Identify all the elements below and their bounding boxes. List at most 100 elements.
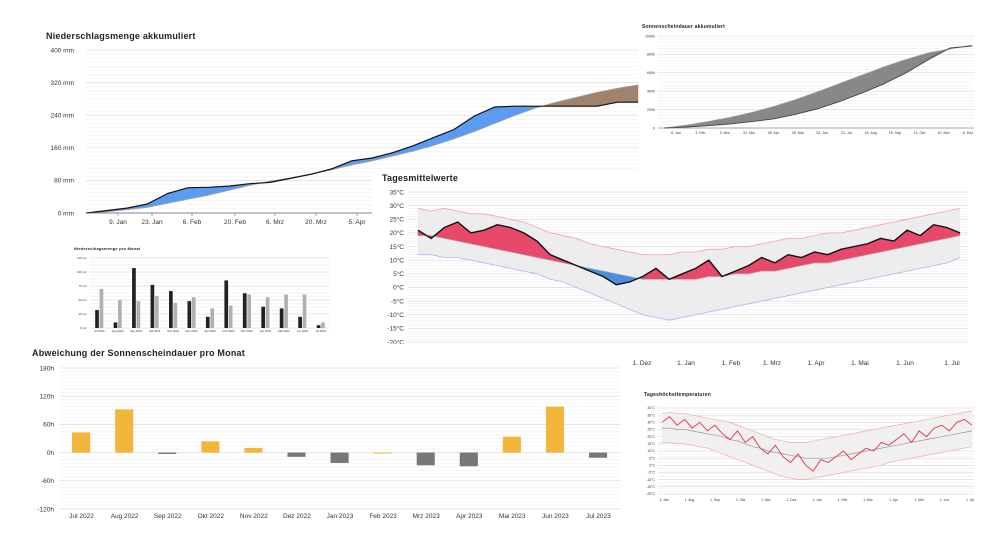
x-tick-label: 31. Mrz	[743, 131, 755, 135]
y-tick-label: -20°C	[646, 492, 655, 496]
x-tick-label: 1. Aug	[685, 498, 695, 502]
bar	[502, 436, 521, 453]
bar	[115, 409, 134, 453]
bar	[330, 452, 349, 463]
chart-title: Tagesmittelwerte	[382, 173, 459, 183]
y-tick-label: 10°C	[389, 256, 404, 264]
y-tick-label: -15°C	[387, 325, 404, 333]
series-line	[85, 101, 638, 214]
y-tick-label: 40°C	[647, 406, 655, 410]
x-tick-label: 1. Jun	[896, 360, 914, 367]
bar	[321, 322, 325, 328]
y-tick-label: 15°C	[389, 243, 404, 251]
sun-acc-chart: 0 200h 400h 600h 800h 1000h 6. Jan 3. Feb 3. Mrz…	[645, 34, 974, 135]
y-tick-label: -120h	[37, 506, 54, 513]
x-tick-label: Apr 2023	[456, 513, 483, 520]
y-tick-label: 0 mm	[80, 326, 88, 330]
x-tick-label: 28. Apr	[768, 131, 780, 135]
y-tick-label: 15°C	[647, 442, 655, 446]
y-tick-label: 0	[653, 126, 655, 130]
x-tick-label: 9. Jan	[109, 219, 127, 226]
bar	[95, 310, 99, 328]
series-line	[418, 254, 961, 321]
bar	[158, 452, 177, 455]
x-tick-label: 1. Apr	[808, 360, 826, 367]
bar	[298, 316, 302, 328]
y-tick-label: 160 mm	[51, 145, 74, 152]
bar	[373, 452, 392, 454]
y-tick-label: -5°C	[648, 471, 655, 475]
y-tick-label: 100 mm	[77, 270, 88, 274]
y-tick-label: 80 mm	[54, 178, 74, 185]
y-tick-label: 120h	[40, 393, 55, 400]
difference-area	[433, 129, 455, 146]
y-tick-label: 50 mm	[78, 298, 87, 302]
y-tick-label: 0°C	[393, 284, 404, 292]
bar	[187, 301, 192, 328]
x-tick-label: 5. Apr	[349, 219, 367, 226]
bar	[169, 291, 173, 328]
y-tick-label: 25°C	[647, 428, 655, 432]
x-tick-label: Mai 2023	[499, 513, 526, 520]
x-tick-label: Mrz 2023	[241, 329, 253, 333]
y-tick-label: 30°C	[647, 421, 655, 425]
x-tick-label: 6. Mrz	[266, 219, 284, 226]
x-tick-label: Nov 2022	[240, 513, 268, 520]
daily-mean-chart: 35°C 30°C 25°C 20°C 15°C 10°C 5°C 0°C -5°C -10°C -…	[387, 188, 968, 367]
x-tick-label: 1. Dez	[633, 360, 652, 367]
y-tick-label: -20°C	[387, 338, 404, 346]
bar	[113, 322, 118, 328]
y-tick-label: 180h	[40, 365, 55, 372]
x-tick-label: 1. Jul	[966, 498, 974, 502]
y-tick-label: 1000h	[645, 34, 655, 38]
x-tick-label: 23. Jan	[141, 219, 163, 226]
range-band	[418, 208, 960, 321]
y-tick-label: -10°C	[387, 311, 404, 319]
bar	[205, 316, 210, 328]
x-tick-label: 1. Jul	[944, 360, 960, 367]
x-tick-label: Feb 2023	[369, 513, 397, 520]
series-line	[663, 44, 973, 129]
y-tick-label: 800h	[647, 53, 655, 57]
x-tick-label: Dez 2022	[186, 329, 198, 333]
y-tick-label: 240 mm	[51, 112, 74, 119]
series-line	[417, 221, 961, 286]
series-line	[85, 84, 639, 214]
bar	[287, 452, 306, 457]
y-tick-label: 0 mm	[58, 210, 74, 217]
bar	[545, 406, 564, 453]
series-line	[417, 207, 961, 256]
x-tick-label: 20. Mrz	[305, 219, 327, 226]
x-tick-label: 8. Dez	[963, 131, 974, 135]
bar	[588, 452, 608, 458]
x-tick-label: Jun 2023	[297, 329, 309, 333]
x-tick-label: Jun 2023	[542, 513, 569, 520]
x-tick-label: Okt 2022	[198, 513, 225, 520]
bar	[136, 301, 141, 328]
series-line	[418, 235, 961, 280]
y-tick-label: 5°C	[649, 456, 655, 460]
chart-title: Sonnenscheindauer akkumuliert	[642, 24, 726, 30]
max-temp-panel: Tageshöchsttemperaturen 40°C 35°C 30°C 25°C…	[640, 388, 980, 510]
x-tick-label: Feb 2023	[223, 329, 235, 333]
x-tick-label: Nov 2022	[167, 329, 179, 333]
y-tick-label: 400 mm	[51, 47, 74, 54]
difference-area	[497, 224, 511, 253]
x-tick-label: 13. Okt	[914, 131, 926, 135]
bar	[173, 302, 178, 328]
x-tick-label: 1. Jan	[659, 498, 668, 502]
sun-dev-panel: Abweichung der Sonnenscheindauer pro Mon…	[30, 344, 624, 534]
y-tick-label: 30°C	[389, 202, 404, 210]
y-tick-label: -15°C	[646, 485, 655, 489]
x-tick-label: 1. Okt	[736, 498, 745, 502]
bar	[224, 280, 229, 328]
x-tick-label: Jul 2022	[69, 513, 94, 520]
x-tick-label: Aug 2022	[111, 513, 139, 520]
y-tick-label: 0°C	[649, 464, 655, 468]
y-tick-label: 60h	[43, 422, 54, 429]
precip-acc-panel: Niederschlagsmenge akkumuliert 0 mm 80 mm…	[30, 28, 640, 236]
x-tick-label: Jan 2023	[204, 329, 216, 333]
y-tick-label: 0h	[47, 450, 55, 457]
y-tick-label: 125 mm	[77, 256, 88, 260]
y-tick-label: 20°C	[389, 229, 404, 237]
